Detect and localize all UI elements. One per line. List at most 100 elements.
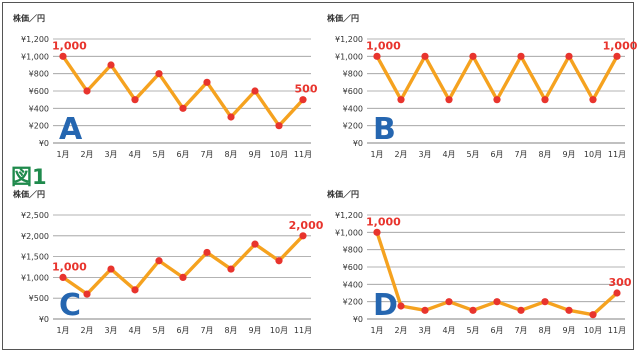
y-tick-label: ¥1,000 bbox=[21, 273, 49, 282]
data-point bbox=[59, 52, 67, 60]
data-point bbox=[517, 306, 525, 314]
x-tick-label: 3月 bbox=[418, 150, 431, 159]
x-tick-label: 11月 bbox=[294, 150, 312, 159]
x-tick-label: 10月 bbox=[270, 326, 288, 335]
data-point bbox=[131, 96, 139, 104]
x-tick-label: 7月 bbox=[514, 326, 527, 335]
x-tick-label: 9月 bbox=[562, 326, 575, 335]
data-point bbox=[469, 306, 477, 314]
y-tick-label: ¥0 bbox=[353, 139, 363, 148]
data-point bbox=[251, 87, 259, 95]
x-tick-label: 8月 bbox=[538, 150, 551, 159]
data-point bbox=[397, 96, 405, 104]
y-tick-label: ¥1,200 bbox=[335, 35, 363, 44]
chart-svg: 株価／円 ¥2,500 ¥2,000 ¥1,500 ¥1,000 ¥500 ¥0 1月 2月 3月… bbox=[13, 189, 324, 335]
chart-svg: 株価／円 ¥1,200 ¥1,000 ¥800 ¥600 ¥400 ¥200 ¥0 1月 2月 3月… bbox=[327, 189, 632, 335]
data-point bbox=[155, 257, 163, 265]
x-tick-label: 5月 bbox=[152, 326, 165, 335]
x-tick-label: 5月 bbox=[466, 150, 479, 159]
chart-panel-a: 株価／円 ¥1,200 ¥1,000 ¥800 ¥600 ¥400 ¥200 ¥0 1月 2月 3月… bbox=[7, 7, 318, 167]
x-tick-label: 2月 bbox=[80, 326, 93, 335]
data-point bbox=[275, 122, 283, 130]
data-point bbox=[299, 96, 307, 104]
panel-letter: A bbox=[59, 112, 83, 147]
x-tick-label: 9月 bbox=[562, 150, 575, 159]
y-tick-label: ¥800 bbox=[343, 246, 363, 255]
data-point bbox=[251, 240, 259, 248]
x-tick-label: 7月 bbox=[200, 326, 213, 335]
y-tick-label: ¥400 bbox=[343, 104, 363, 113]
y-tick-label: ¥200 bbox=[29, 122, 49, 131]
data-point bbox=[517, 52, 525, 60]
data-callout: 1,000 bbox=[52, 39, 87, 52]
y-tick-label: ¥800 bbox=[343, 70, 363, 79]
chart-svg: 株価／円 ¥1,200 ¥1,000 ¥800 ¥600 ¥400 ¥200 ¥0 1月 2月 3月… bbox=[13, 13, 318, 159]
x-tick-label: 1月 bbox=[370, 326, 383, 335]
figure: 株価／円 ¥1,200 ¥1,000 ¥800 ¥600 ¥400 ¥200 ¥0 1月 2月 3月… bbox=[2, 2, 638, 350]
y-tick-label: ¥1,200 bbox=[335, 211, 363, 220]
y-tick-label: ¥400 bbox=[343, 280, 363, 289]
x-tick-label: 3月 bbox=[104, 326, 117, 335]
data-point bbox=[131, 286, 139, 294]
chart-panel-d: 株価／円 ¥1,200 ¥1,000 ¥800 ¥600 ¥400 ¥200 ¥0 1月 2月 3月… bbox=[321, 183, 632, 343]
x-tick-label: 11月 bbox=[294, 326, 312, 335]
data-point bbox=[275, 257, 283, 265]
x-tick-label: 6月 bbox=[176, 150, 189, 159]
y-tick-label: ¥600 bbox=[343, 87, 363, 96]
y-tick-label: ¥1,000 bbox=[21, 52, 49, 61]
y-tick-label: ¥1,000 bbox=[335, 52, 363, 61]
figure-label: 図1 bbox=[11, 165, 47, 189]
y-tick-label: ¥800 bbox=[29, 70, 49, 79]
data-point bbox=[179, 104, 187, 112]
chart-svg: 株価／円 ¥1,200 ¥1,000 ¥800 ¥600 ¥400 ¥200 ¥0 1月 2月 3月… bbox=[327, 13, 638, 159]
data-point bbox=[565, 52, 573, 60]
y-tick-label: ¥600 bbox=[343, 263, 363, 272]
y-tick-label: ¥200 bbox=[343, 298, 363, 307]
x-tick-label: 3月 bbox=[418, 326, 431, 335]
x-tick-label: 9月 bbox=[248, 150, 261, 159]
data-callout: 1,000 bbox=[603, 39, 638, 52]
series-line bbox=[61, 234, 305, 296]
x-tick-label: 9月 bbox=[248, 326, 261, 335]
data-point bbox=[203, 248, 211, 257]
x-tick-label: 1月 bbox=[56, 150, 69, 159]
x-tick-label: 4月 bbox=[442, 326, 455, 335]
data-point bbox=[107, 61, 115, 69]
x-tick-label: 7月 bbox=[514, 150, 527, 159]
x-tick-label: 10月 bbox=[270, 150, 288, 159]
x-tick-label: 10月 bbox=[584, 326, 602, 335]
x-tick-label: 7月 bbox=[200, 150, 213, 159]
x-tick-label: 8月 bbox=[538, 326, 551, 335]
x-tick-label: 2月 bbox=[394, 150, 407, 159]
x-tick-label: 6月 bbox=[176, 326, 189, 335]
x-tick-label: 10月 bbox=[584, 150, 602, 159]
x-tick-label: 5月 bbox=[152, 150, 165, 159]
y-axis-title: 株価／円 bbox=[327, 13, 359, 23]
data-point bbox=[299, 232, 307, 240]
x-tick-label: 2月 bbox=[80, 150, 93, 159]
data-callout: 1,000 bbox=[366, 215, 401, 228]
data-point bbox=[227, 113, 235, 121]
data-point bbox=[83, 290, 91, 298]
y-tick-label: ¥500 bbox=[29, 294, 49, 303]
data-point bbox=[445, 298, 453, 306]
x-tick-label: 1月 bbox=[56, 326, 69, 335]
data-point bbox=[203, 78, 211, 86]
y-tick-label: ¥600 bbox=[29, 87, 49, 96]
y-tick-label: ¥400 bbox=[29, 104, 49, 113]
data-point bbox=[613, 52, 621, 60]
panel-letter: C bbox=[59, 288, 81, 323]
data-point bbox=[445, 96, 453, 104]
y-tick-label: ¥2,500 bbox=[21, 211, 49, 220]
y-tick-label: ¥1,200 bbox=[21, 35, 49, 44]
y-tick-label: ¥1,000 bbox=[335, 228, 363, 237]
data-point bbox=[613, 289, 621, 297]
data-point bbox=[227, 265, 235, 273]
y-axis-title: 株価／円 bbox=[13, 189, 45, 199]
y-axis-title: 株価／円 bbox=[13, 13, 45, 23]
data-point bbox=[373, 228, 381, 236]
y-tick-label: ¥0 bbox=[353, 315, 363, 324]
data-callout: 2,000 bbox=[289, 219, 324, 232]
data-point bbox=[493, 298, 501, 306]
x-tick-label: 4月 bbox=[128, 326, 141, 335]
